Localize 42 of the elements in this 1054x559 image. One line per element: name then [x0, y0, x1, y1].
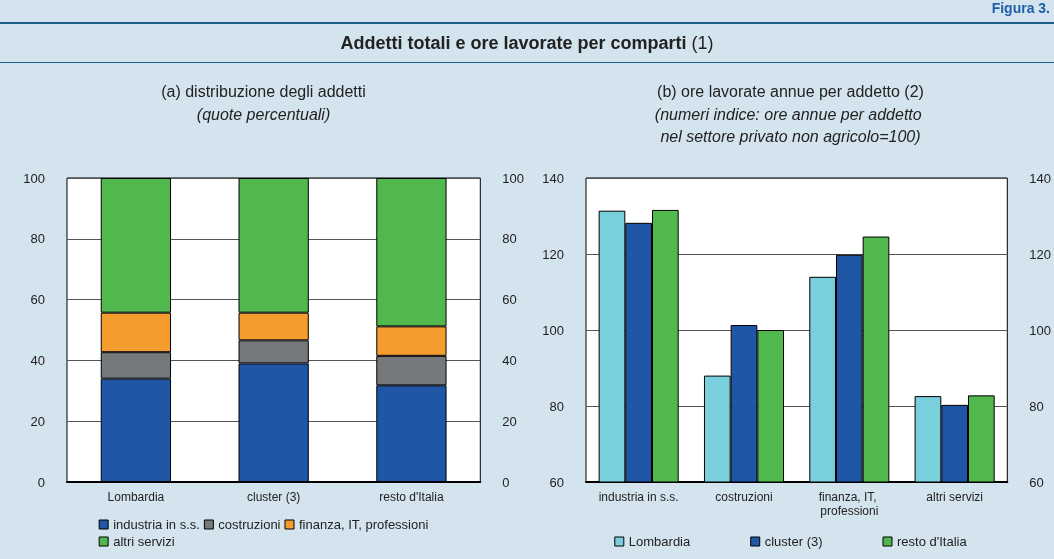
y-tick-label: 40: [30, 352, 45, 368]
y-tick-label: 120: [542, 246, 564, 262]
y2-tick-label: 80: [1029, 398, 1044, 414]
chart-title: (a) distribuzione degli addetti: [161, 82, 366, 100]
x-tick-label: finanza, IT, professioni: [818, 490, 881, 518]
legend-label: cluster (3): [764, 534, 823, 549]
legend-label: altri servizi: [113, 534, 175, 549]
y-tick-label: 60: [549, 474, 564, 490]
y2-tick-label: 20: [502, 413, 517, 429]
y2-tick-label: 100: [1029, 322, 1052, 338]
y2-tick-label: 40: [502, 352, 517, 368]
y-tick-label: 80: [549, 398, 564, 414]
text: Figura 3.: [991, 0, 1050, 16]
y-tick-label: 0: [37, 474, 45, 490]
y2-tick-label: 80: [502, 231, 517, 247]
x-tick-label: cluster (3): [246, 490, 301, 504]
y2-tick-label: 100: [502, 170, 525, 186]
y2-tick-label: 120: [1029, 246, 1052, 262]
y-tick-label: 140: [542, 170, 564, 186]
x-tick-label: industria in s.s.: [598, 490, 679, 504]
chart-subtitle: (numeri indice: ore annue per addetto nel settore privato non agricolo=100): [654, 105, 927, 145]
x-tick-label: Lombardia: [107, 490, 165, 504]
chart-title: (b) ore lavorate annue per addetto (2): [657, 82, 924, 100]
y-tick-label: 20: [30, 413, 45, 429]
chart-subtitle: (quote percentuali): [196, 105, 331, 123]
legend-label: costruzioni: [218, 517, 281, 532]
y2-tick-label: 0: [502, 474, 510, 490]
legend-label: industria in s.s.: [113, 517, 200, 532]
text: Addetti totali e ore lavorate per comparti (1): [0, 22, 1054, 63]
x-tick-label: altri servizi: [926, 490, 983, 504]
y-tick-label: 100: [542, 322, 564, 338]
legend-label: finanza, IT, professioni: [299, 517, 429, 532]
y2-tick-label: 60: [502, 292, 517, 308]
x-tick-label: resto d'Italia: [379, 490, 444, 504]
legend-label: Lombardia: [628, 534, 691, 549]
x-tick-label: costruzioni: [715, 490, 773, 504]
y-tick-label: 100: [23, 170, 45, 186]
y2-tick-label: 60: [1029, 474, 1044, 490]
legend-label: resto d'Italia: [897, 534, 968, 549]
y2-tick-label: 140: [1029, 170, 1052, 186]
y-tick-label: 80: [30, 231, 45, 247]
y-tick-label: 60: [30, 292, 45, 308]
